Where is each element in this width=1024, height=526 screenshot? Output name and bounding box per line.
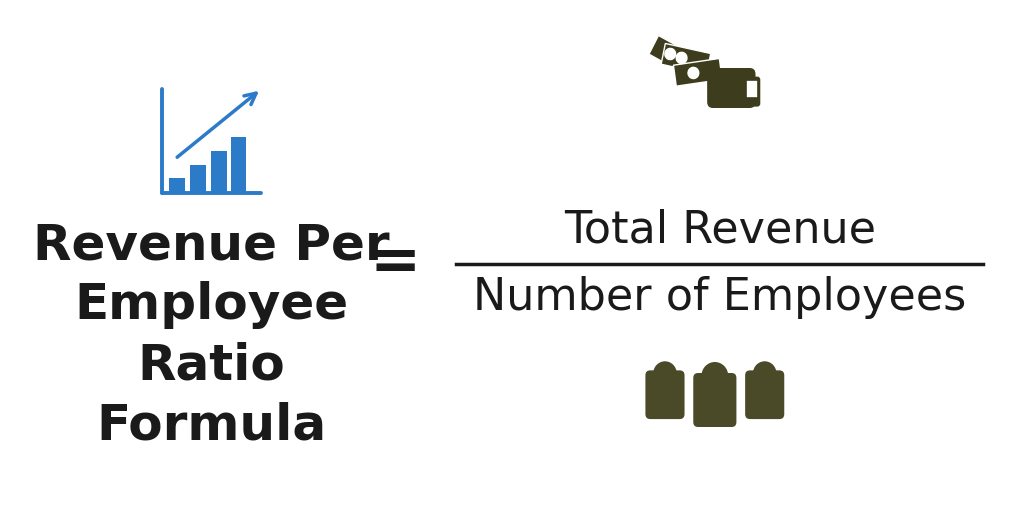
Bar <box>190 165 206 193</box>
Bar <box>230 137 246 193</box>
Text: Formula: Formula <box>96 401 327 449</box>
FancyBboxPatch shape <box>731 77 760 107</box>
FancyBboxPatch shape <box>662 44 711 74</box>
FancyBboxPatch shape <box>693 373 736 427</box>
Text: Employee: Employee <box>75 281 348 329</box>
Text: Ratio: Ratio <box>137 341 286 389</box>
Text: Number of Employees: Number of Employees <box>473 276 967 319</box>
Circle shape <box>753 361 776 386</box>
FancyBboxPatch shape <box>745 370 784 419</box>
FancyBboxPatch shape <box>645 370 684 419</box>
Text: Total Revenue: Total Revenue <box>563 209 876 252</box>
Circle shape <box>688 67 698 78</box>
Circle shape <box>676 52 687 64</box>
FancyBboxPatch shape <box>708 68 756 108</box>
Circle shape <box>653 361 677 386</box>
Bar <box>169 178 184 193</box>
Text: =: = <box>370 235 421 294</box>
Bar <box>211 151 226 193</box>
Text: Revenue Per: Revenue Per <box>33 221 390 269</box>
FancyBboxPatch shape <box>649 35 699 77</box>
Circle shape <box>701 362 728 390</box>
FancyBboxPatch shape <box>674 58 722 86</box>
FancyBboxPatch shape <box>745 80 759 98</box>
Circle shape <box>665 48 676 59</box>
